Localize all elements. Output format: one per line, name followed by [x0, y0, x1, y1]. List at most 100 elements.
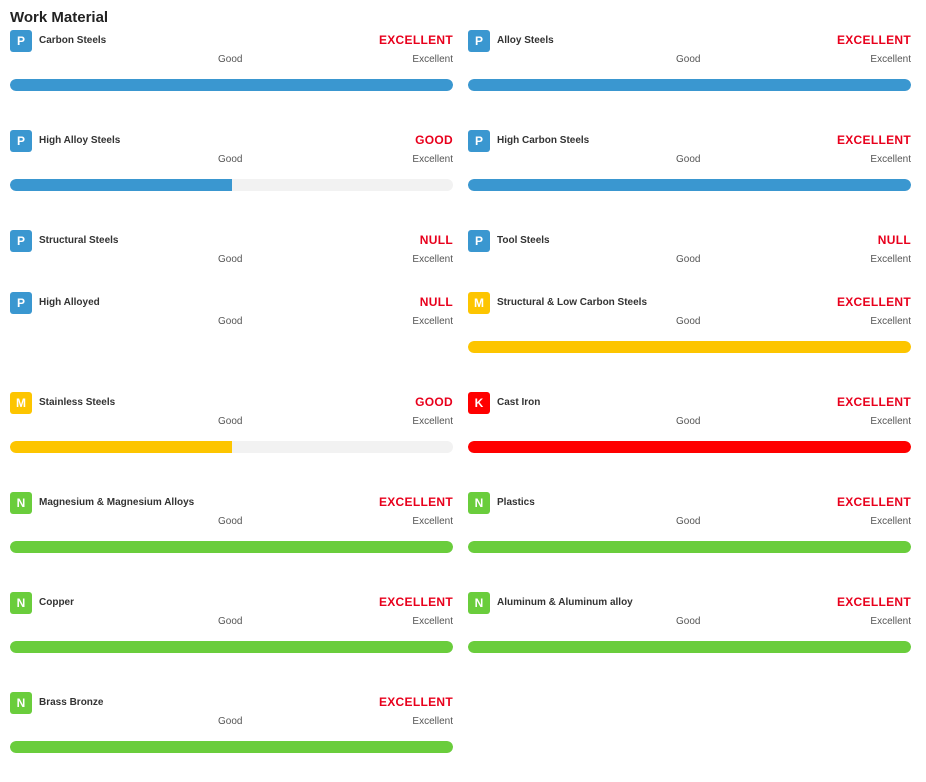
material-name: Magnesium & Magnesium Alloys [39, 497, 195, 508]
material-group-badge: N [468, 492, 490, 514]
scale-label-excellent: Excellent [412, 254, 453, 265]
scale-label-excellent: Excellent [870, 154, 911, 165]
material-card: P Structural Steels NULL Good Excellent [10, 230, 453, 320]
rating-bar-track [10, 79, 453, 91]
material-name: High Carbon Steels [497, 135, 590, 146]
material-rating: EXCELLENT [836, 33, 911, 47]
material-rating: NULL [419, 233, 453, 247]
material-card: P High Alloyed NULL Good Excellent [10, 292, 453, 382]
rating-bar-track [10, 441, 453, 453]
scale-label-excellent: Excellent [412, 416, 453, 427]
scale-label-good: Good [218, 154, 243, 165]
material-rating: NULL [877, 233, 911, 247]
material-card: P Carbon Steels EXCELLENT Good Excellent [10, 30, 453, 120]
rating-bar-track [10, 541, 453, 553]
material-name: High Alloyed [39, 297, 100, 308]
scale-label-good: Good [676, 54, 701, 65]
material-group-badge: N [10, 492, 32, 514]
scale-label-excellent: Excellent [870, 54, 911, 65]
material-name: Cast Iron [497, 397, 541, 408]
material-card: P High Alloy Steels GOOD Good Excellent [10, 130, 453, 220]
material-group-badge: M [10, 392, 32, 414]
material-group-badge: M [468, 292, 490, 314]
material-group-badge: N [10, 592, 32, 614]
rating-bar-fill [10, 741, 453, 753]
scale-label-excellent: Excellent [870, 416, 911, 427]
scale-label-excellent: Excellent [412, 616, 453, 627]
rating-bar-fill [10, 641, 453, 653]
rating-bar-fill [468, 79, 911, 91]
scale-label-excellent: Excellent [412, 54, 453, 65]
material-card: N Copper EXCELLENT Good Excellent [10, 592, 453, 682]
rating-bar-fill [10, 179, 232, 191]
rating-bar-fill [10, 441, 232, 453]
material-card: N Aluminum & Aluminum alloy EXCELLENT Go… [468, 592, 911, 682]
scale-label-good: Good [676, 516, 701, 527]
material-card: P High Carbon Steels EXCELLENT Good Exce… [468, 130, 911, 220]
material-card: M Stainless Steels GOOD Good Excellent [10, 392, 453, 482]
material-card: N Plastics EXCELLENT Good Excellent [468, 492, 911, 582]
scale-label-good: Good [676, 316, 701, 327]
rating-bar-fill [468, 179, 911, 191]
scale-label-excellent: Excellent [870, 254, 911, 265]
material-rating: EXCELLENT [836, 295, 911, 309]
scale-label-excellent: Excellent [870, 316, 911, 327]
material-rating: EXCELLENT [836, 395, 911, 409]
rating-bar-fill [468, 641, 911, 653]
material-group-badge: P [10, 130, 32, 152]
rating-bar-track [468, 641, 911, 653]
material-rating: EXCELLENT [378, 495, 453, 509]
rating-bar-track [468, 179, 911, 191]
material-rating: GOOD [415, 395, 453, 409]
rating-bar-fill [468, 441, 911, 453]
material-card: M Structural & Low Carbon Steels EXCELLE… [468, 292, 911, 382]
material-card: P Alloy Steels EXCELLENT Good Excellent [468, 30, 911, 120]
scale-label-excellent: Excellent [870, 516, 911, 527]
material-rating: NULL [419, 295, 453, 309]
material-group-badge: N [10, 692, 32, 714]
material-group-badge: P [10, 292, 32, 314]
scale-label-good: Good [218, 316, 243, 327]
rating-bar-fill [10, 541, 453, 553]
rating-bar-fill [10, 79, 453, 91]
scale-label-good: Good [218, 516, 243, 527]
material-group-badge: P [468, 130, 490, 152]
material-name: Plastics [497, 497, 535, 508]
material-group-badge: K [468, 392, 490, 414]
material-group-badge: N [468, 592, 490, 614]
material-card: P Tool Steels NULL Good Excellent [468, 230, 911, 320]
scale-label-good: Good [218, 54, 243, 65]
material-card: N Magnesium & Magnesium Alloys EXCELLENT… [10, 492, 453, 582]
material-rating: EXCELLENT [836, 595, 911, 609]
material-rating: EXCELLENT [378, 595, 453, 609]
rating-bar-track [10, 179, 453, 191]
material-name: Aluminum & Aluminum alloy [497, 597, 633, 608]
scale-label-excellent: Excellent [412, 316, 453, 327]
material-rating: EXCELLENT [836, 495, 911, 509]
scale-label-excellent: Excellent [412, 716, 453, 727]
scale-label-good: Good [676, 254, 701, 265]
scale-label-good: Good [676, 616, 701, 627]
material-rating: EXCELLENT [378, 695, 453, 709]
scale-label-excellent: Excellent [412, 154, 453, 165]
rating-bar-track [468, 79, 911, 91]
scale-label-good: Good [218, 254, 243, 265]
material-name: Carbon Steels [39, 35, 107, 46]
material-name: Brass Bronze [39, 697, 104, 708]
scale-label-good: Good [676, 154, 701, 165]
material-name: Structural & Low Carbon Steels [497, 297, 648, 308]
material-card: K Cast Iron EXCELLENT Good Excellent [468, 392, 911, 482]
material-group-badge: P [10, 230, 32, 252]
material-group-badge: P [468, 30, 490, 52]
rating-bar-track [468, 441, 911, 453]
rating-bar-track [10, 741, 453, 753]
material-name: Tool Steels [497, 235, 550, 246]
material-card: N Brass Bronze EXCELLENT Good Excellent [10, 692, 453, 782]
material-rating: EXCELLENT [836, 133, 911, 147]
rating-bar-fill [468, 341, 911, 353]
material-name: High Alloy Steels [39, 135, 121, 146]
material-group-badge: P [468, 230, 490, 252]
material-name: Copper [39, 597, 74, 608]
scale-label-good: Good [218, 416, 243, 427]
scale-label-excellent: Excellent [870, 616, 911, 627]
